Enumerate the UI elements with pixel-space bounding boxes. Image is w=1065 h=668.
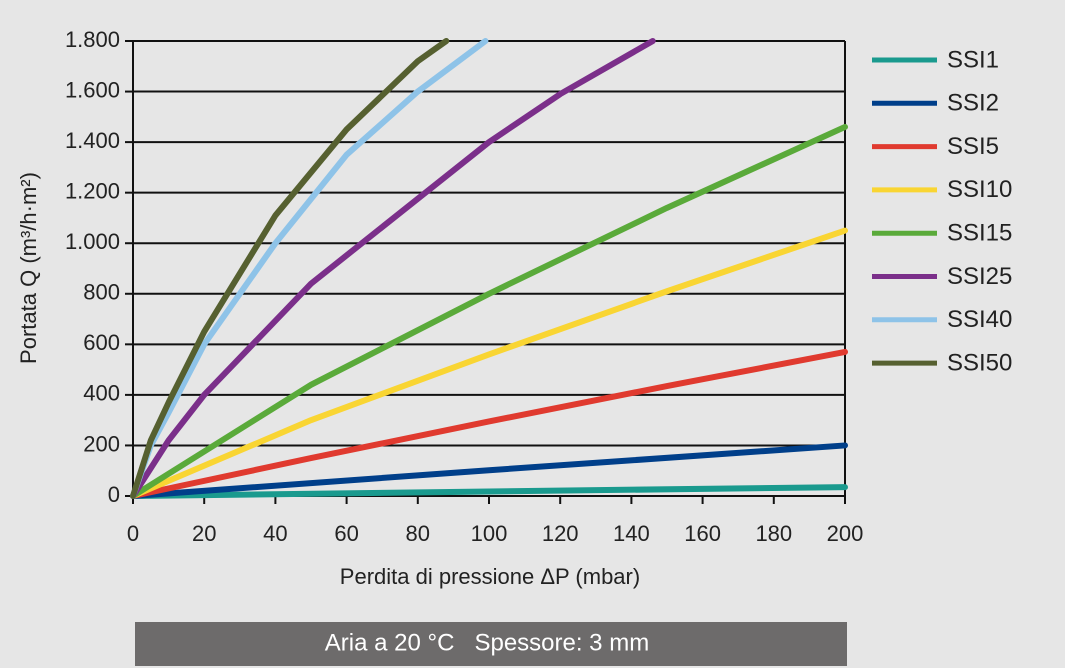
x-tick-label: 120 [542,521,579,546]
legend-label: SSI25 [947,263,1012,290]
series-line [130,38,656,499]
x-tick-label: 200 [827,521,864,546]
y-tick-label: 800 [83,280,120,305]
x-tick-label: 0 [127,521,139,546]
y-tick-label: 1.400 [65,128,120,153]
x-tick-label: 20 [192,521,216,546]
legend-label: SSI10 [947,176,1012,203]
x-tick-label: 180 [755,521,792,546]
x-tick-label: 40 [263,521,287,546]
x-tick-label: 160 [684,521,721,546]
y-tick-label: 200 [83,431,120,456]
x-tick-label: 140 [613,521,650,546]
y-tick-label: 0 [108,482,120,507]
legend-label: SSI15 [947,220,1012,247]
legend-label: SSI1 [947,46,999,73]
series-line [130,348,848,499]
y-tick-label: 600 [83,330,120,355]
x-axis-label: Perdita di pressione ΔP (mbar) [340,564,640,589]
footer-bar [135,622,847,666]
legend-label: SSI50 [947,349,1012,376]
y-tick-label: 1.000 [65,229,120,254]
y-axis-label: Portata Q (m³/h·m²) [16,172,41,364]
legend-label: SSI2 [947,90,999,117]
x-tick-label: 100 [471,521,508,546]
x-tick-label: 60 [334,521,358,546]
y-tick-label: 1.800 [65,27,120,52]
legend-label: SSI40 [947,306,1012,333]
y-tick-label: 400 [83,381,120,406]
series-line [130,442,848,499]
series-line [130,227,848,499]
series-line [130,38,450,499]
series-line [130,484,848,499]
series-line [130,123,848,499]
y-tick-label: 1.200 [65,178,120,203]
footer-note: Aria a 20 °C Spessore: 3 mm [325,629,649,656]
y-tick-label: 1.600 [65,77,120,102]
legend-label: SSI5 [947,133,999,160]
x-tick-label: 80 [406,521,430,546]
